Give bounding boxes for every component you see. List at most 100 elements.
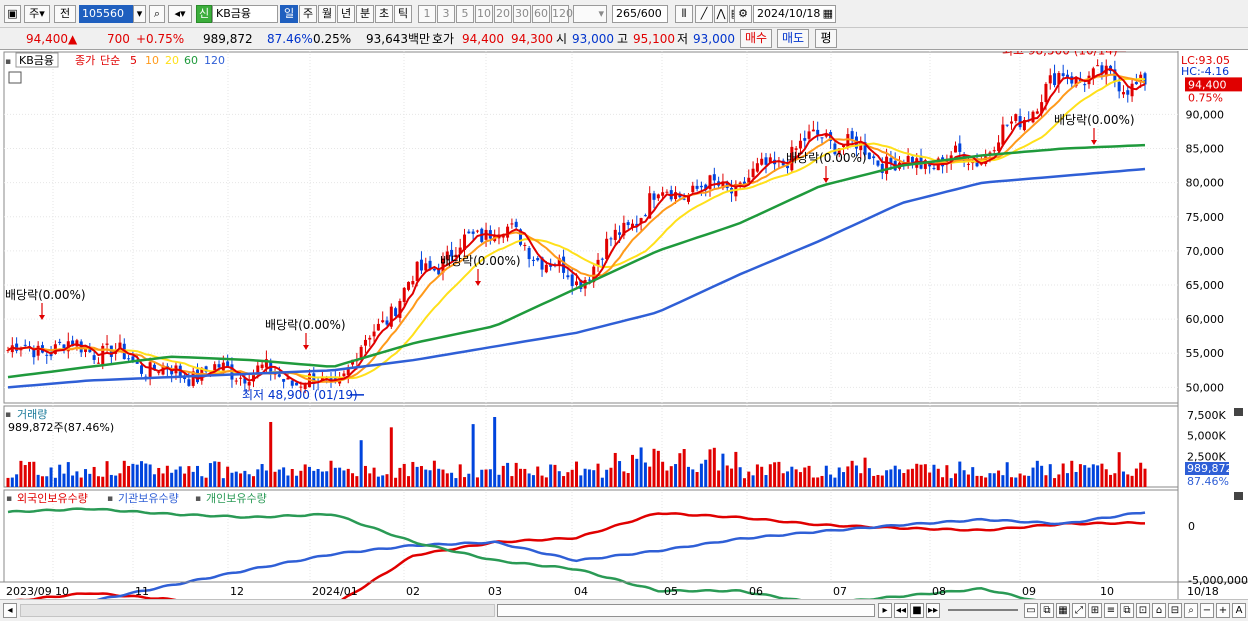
speaker-icon[interactable]: ◂▾ [168,5,192,23]
tool-icon-3[interactable]: ▦ [1056,603,1070,618]
zoom-in-icon[interactable]: + [1216,603,1230,618]
interval-button-3[interactable]: 3 [437,5,455,23]
x-axis-label: 03 [488,585,502,598]
candle-body [910,156,914,165]
interval-button-5[interactable]: 5 [456,5,474,23]
calendar-icon[interactable]: ▦ [822,7,833,20]
volume-bar [101,476,105,487]
tool-icon-6[interactable]: ≡ [1104,603,1118,618]
market-select[interactable]: 주▾ [24,5,50,23]
volume-bar [997,470,1001,487]
period-tab-2[interactable]: 월 [318,5,336,23]
candle-body [846,134,850,148]
forward-icon[interactable]: ▸▸ [926,603,940,618]
volume-bar [458,464,462,487]
table-icon[interactable] [8,71,22,84]
candle-body [1009,121,1013,124]
count-field[interactable]: 265/600 [612,5,668,23]
volume-bar [1074,471,1078,487]
interval-button-20[interactable]: 20 [494,5,512,23]
volume-bar [794,469,798,487]
eval-button[interactable]: 평 [815,29,837,48]
stock-chart[interactable]: KB금융 종가 단순 5 10 20 60 120▪ LC:93.05HC:-4.1694,40… [0,51,1248,599]
gear-icon[interactable]: ⚙ [734,5,752,23]
candle-type-icon[interactable]: ⫴ [675,5,693,23]
volume-bar [213,461,217,487]
holding-close-icon[interactable] [1234,492,1243,500]
candle-body [958,143,962,152]
interval-button-1[interactable]: 1 [418,5,436,23]
candle-body [609,238,613,240]
tool-icon-4[interactable]: ⤢ [1072,603,1086,618]
dividend-arrowhead [303,345,309,350]
chevron-down-icon[interactable]: ▾ [133,5,146,23]
stock-name-field[interactable]: KB금융 [212,5,278,23]
volume-bar [1014,477,1018,487]
interval-select[interactable]: ▾ [573,5,607,23]
candle-body [131,356,135,362]
candle-body [665,191,669,193]
period-tab-5[interactable]: 초 [375,5,393,23]
volume-close-icon[interactable] [1234,408,1243,416]
scroll-thumb[interactable] [497,604,875,617]
candle-body [618,232,622,235]
date-field[interactable]: 2024/10/18 ▦ [753,5,836,23]
period-tab-1[interactable]: 주 [299,5,317,23]
stock-code-input[interactable]: 105560 [79,5,133,23]
search-icon[interactable]: ⌕ [149,5,165,23]
volume-bar [140,461,144,487]
candle-body [768,157,772,163]
volume-bar [932,464,936,487]
period-tab-3[interactable]: 년 [337,5,355,23]
volume-bar [122,460,126,487]
prev-button[interactable]: 전 [54,5,76,23]
period-tab-6[interactable]: 틱 [394,5,412,23]
interval-button-10[interactable]: 10 [475,5,493,23]
font-size-icon[interactable]: A [1232,603,1246,618]
period-tab-4[interactable]: 분 [356,5,374,23]
candle-body [407,281,411,290]
volume-bar [906,469,910,487]
volume-bar [717,470,721,487]
interval-button-30[interactable]: 30 [513,5,531,23]
rewind-icon[interactable]: ◂◂ [894,603,908,618]
interval-button-60[interactable]: 60 [532,5,550,23]
candle-body [329,377,333,382]
volume-bar [803,467,807,487]
volume-bar [734,451,738,487]
scroll-track[interactable] [20,604,495,617]
candle-body [1130,83,1134,97]
tool-icon-9[interactable]: ⌂ [1152,603,1166,618]
tool-icon-1[interactable]: ▭ [1024,603,1038,618]
volume-bar [329,460,333,487]
volume-bar [346,468,350,487]
candle-body [394,308,398,316]
interval-button-120[interactable]: 120 [551,5,573,23]
sell-button[interactable]: 매도 [777,29,809,48]
candle-body [312,373,316,384]
stop-icon[interactable]: ■ [910,603,924,618]
layout-icon[interactable]: ▣ [4,5,21,23]
period-tab-0[interactable]: 일 [280,5,298,23]
candle-body [1035,111,1039,114]
volume-bar [708,449,712,487]
tool-icon-7[interactable]: ⧉ [1120,603,1134,618]
scroll-left-icon[interactable]: ◂ [3,603,17,618]
buy-button[interactable]: 매수 [740,29,772,48]
volume-bar [622,471,626,487]
chart-line-icon[interactable]: ⋀ [714,5,728,23]
volume-bar [790,466,794,487]
tool-icon-8[interactable]: ⊡ [1136,603,1150,618]
volume-bar [148,464,152,487]
tool-icon-2[interactable]: ⧉ [1040,603,1054,618]
tool-icon-5[interactable]: ⊞ [1088,603,1102,618]
tool-icon-10[interactable]: ⊟ [1168,603,1182,618]
scroll-right-icon[interactable]: ▸ [878,603,892,618]
volume-bar [579,475,583,487]
zoom-out-icon[interactable]: − [1200,603,1214,618]
zoom-icon[interactable]: ⌕ [1184,603,1198,618]
volume-bar [1139,462,1143,487]
legend-name-box[interactable] [15,52,59,68]
draw-line-icon[interactable]: ╱ [695,5,713,23]
zoom-slider[interactable] [948,609,1018,611]
